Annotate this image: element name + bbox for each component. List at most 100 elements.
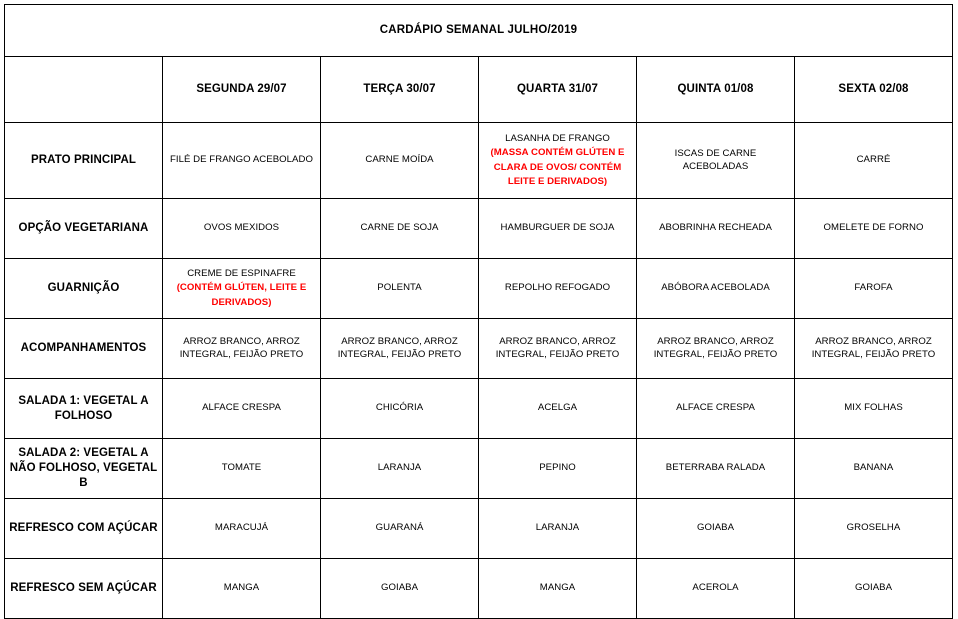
menu-cell-r8-c4: ACEROLA [636,558,795,619]
cell-main-text: MIX FOLHAS [844,402,903,414]
row-label-salada-1-vegetal-a-folhoso: SALADA 1: VEGETAL A FOLHOSO [4,378,163,439]
row-label-refresco-com-acucar: REFRESCO COM AÇÚCAR [4,498,163,559]
cell-main-text: ARROZ BRANCO, ARROZ INTEGRAL, FEIJÃO PRE… [495,336,620,360]
row-label-salada-2-vegetal-a-nao-folhoso-vegetal-b: SALADA 2: VEGETAL A NÃO FOLHOSO, VEGETAL… [4,438,163,499]
day-header-3: QUARTA 31/07 [478,56,637,123]
menu-cell-r8-c2: GOIABA [320,558,479,619]
cell-main-text: ARROZ BRANCO, ARROZ INTEGRAL, FEIJÃO PRE… [811,336,936,360]
cell-main-text: CHICÓRIA [375,402,424,414]
day-header-4: QUINTA 01/08 [636,56,795,123]
cell-main-text: REPOLHO REFOGADO [504,282,611,294]
row-label-prato-principal: PRATO PRINCIPAL [4,122,163,199]
cell-main-text: ABÓBORA ACEBOLADA [661,282,770,294]
cell-main-text: LASANHA DE FRANGO [505,132,610,144]
menu-cell-r7-c1: MARACUJÁ [162,498,321,559]
menu-cell-r2-c3: HAMBURGUER DE SOJA [478,198,637,259]
menu-cell-r7-c4: GOIABA [636,498,795,559]
menu-row-salada-2-vegetal-a-nao-folhoso-vegetal-b: SALADA 2: VEGETAL A NÃO FOLHOSO, VEGETAL… [4,438,953,499]
cell-main-text: BETERRABA RALADA [665,462,766,474]
cell-main-text: OVOS MEXIDOS [203,222,280,234]
menu-row-acompanhamentos: ACOMPANHAMENTOS ARROZ BRANCO, ARROZ INTEG… [4,318,953,379]
menu-cell-r8-c3: MANGA [478,558,637,619]
cell-main-text: ALFACE CRESPA [202,402,281,414]
day-header-2: TERÇA 30/07 [320,56,479,123]
menu-cell-r1-c1: FILÉ DE FRANGO ACEBOLADO [162,122,321,199]
menu-row-refresco-sem-acucar: REFRESCO SEM AÇÚCAR MANGA GOIABA MANGA ACERO… [4,558,953,619]
menu-cell-r8-c5: GOIABA [794,558,953,619]
menu-title: CARDÁPIO SEMANAL JULHO/2019 [4,4,953,57]
cell-main-text: TOMATE [221,462,262,474]
cell-main-text: ARROZ BRANCO, ARROZ INTEGRAL, FEIJÃO PRE… [179,336,304,360]
menu-cell-r3-c4: ABÓBORA ACEBOLADA [636,258,795,319]
row-label-acompanhamentos: ACOMPANHAMENTOS [4,318,163,379]
menu-cell-r4-c4: ARROZ BRANCO, ARROZ INTEGRAL, FEIJÃO PRE… [636,318,795,379]
row-label-guarnicao: GUARNIÇÃO [4,258,163,319]
cell-main-text: GROSELHA [846,522,901,534]
row-label-refresco-sem-acucar: REFRESCO SEM AÇÚCAR [4,558,163,619]
cell-main-text: CARRÉ [856,154,891,166]
menu-cell-r2-c1: OVOS MEXIDOS [162,198,321,259]
cell-main-text: LARANJA [377,462,422,474]
cell-main-text: BANANA [853,462,894,474]
menu-cell-r6-c1: TOMATE [162,438,321,499]
menu-cell-r5-c1: ALFACE CRESPA [162,378,321,439]
day-header-1: SEGUNDA 29/07 [162,56,321,123]
day-header-5: SEXTA 02/08 [794,56,953,123]
menu-table-body: CARDÁPIO SEMANAL JULHO/2019 SEGUNDA 29/0… [4,4,953,619]
menu-cell-r6-c2: LARANJA [320,438,479,499]
menu-cell-r6-c3: PEPINO [478,438,637,499]
cell-main-text: CARNE DE SOJA [360,222,439,234]
menu-cell-r3-c5: FAROFA [794,258,953,319]
menu-cell-r1-c2: CARNE MOÍDA [320,122,479,199]
cell-main-text: GOIABA [696,522,735,534]
cell-main-text: LARANJA [535,522,580,534]
menu-cell-r4-c2: ARROZ BRANCO, ARROZ INTEGRAL, FEIJÃO PRE… [320,318,479,379]
cell-main-text: GOIABA [854,582,893,594]
cell-main-text: FILÉ DE FRANGO ACEBOLADO [169,154,313,166]
menu-cell-r1-c5: CARRÉ [794,122,953,199]
menu-cell-r1-c3: LASANHA DE FRANGO (MASSA CONTÉM GLÚTEN E … [478,122,637,199]
weekly-menu-table: CARDÁPIO SEMANAL JULHO/2019 SEGUNDA 29/0… [4,4,953,619]
day-header-row: SEGUNDA 29/07 TERÇA 30/07 QUARTA 31/07 QUIN… [4,56,953,123]
cell-main-text: ACEROLA [692,582,739,594]
cell-main-text: GUARANÁ [375,522,424,534]
menu-cell-r7-c5: GROSELHA [794,498,953,559]
menu-cell-r2-c4: ABOBRINHA RECHEADA [636,198,795,259]
cell-main-text: GOIABA [380,582,419,594]
cell-main-text: MARACUJÁ [214,522,269,534]
menu-cell-r5-c2: CHICÓRIA [320,378,479,439]
menu-cell-r1-c4: ISCAS DE CARNE ACEBOLADAS [636,122,795,199]
menu-cell-r8-c1: MANGA [162,558,321,619]
menu-row-guarnicao: GUARNIÇÃO CREME DE ESPINAFRE (CONTÉM GLÚTE… [4,258,953,319]
cell-main-text: ISCAS DE CARNE ACEBOLADAS [674,148,757,172]
menu-cell-r6-c5: BANANA [794,438,953,499]
table-corner-cell [4,56,163,123]
cell-main-text: MANGA [223,582,260,594]
menu-cell-r4-c5: ARROZ BRANCO, ARROZ INTEGRAL, FEIJÃO PRE… [794,318,953,379]
menu-cell-r4-c1: ARROZ BRANCO, ARROZ INTEGRAL, FEIJÃO PRE… [162,318,321,379]
cell-main-text: MANGA [539,582,576,594]
cell-main-text: ABOBRINHA RECHEADA [659,222,772,234]
menu-cell-r2-c2: CARNE DE SOJA [320,198,479,259]
title-row: CARDÁPIO SEMANAL JULHO/2019 [4,4,953,57]
menu-cell-r5-c3: ACELGA [478,378,637,439]
menu-cell-r2-c5: OMELETE DE FORNO [794,198,953,259]
row-label-opcao-vegetariana: OPÇÃO VEGETARIANA [4,198,163,259]
menu-cell-r3-c1: CREME DE ESPINAFRE (CONTÉM GLÚTEN, LEITE … [162,258,321,319]
menu-cell-r4-c3: ARROZ BRANCO, ARROZ INTEGRAL, FEIJÃO PRE… [478,318,637,379]
cell-main-text: FAROFA [854,282,893,294]
cell-main-text: ARROZ BRANCO, ARROZ INTEGRAL, FEIJÃO PRE… [653,336,778,360]
menu-row-prato-principal: PRATO PRINCIPAL FILÉ DE FRANGO ACEBOLADO C… [4,122,953,199]
menu-cell-r5-c4: ALFACE CRESPA [636,378,795,439]
cell-main-text: ALFACE CRESPA [676,402,755,414]
cell-main-text: HAMBURGUER DE SOJA [500,222,615,234]
menu-row-opcao-vegetariana: OPÇÃO VEGETARIANA OVOS MEXIDOS CARNE DE SO… [4,198,953,259]
cell-main-text: CREME DE ESPINAFRE [187,267,296,279]
menu-cell-r3-c2: POLENTA [320,258,479,319]
cell-main-text: CARNE MOÍDA [365,154,434,166]
menu-cell-r5-c5: MIX FOLHAS [794,378,953,439]
menu-row-salada-1-vegetal-a-folhoso: SALADA 1: VEGETAL A FOLHOSO ALFACE CRESPA… [4,378,953,439]
menu-cell-r3-c3: REPOLHO REFOGADO [478,258,637,319]
cell-main-text: ARROZ BRANCO, ARROZ INTEGRAL, FEIJÃO PRE… [337,336,462,360]
